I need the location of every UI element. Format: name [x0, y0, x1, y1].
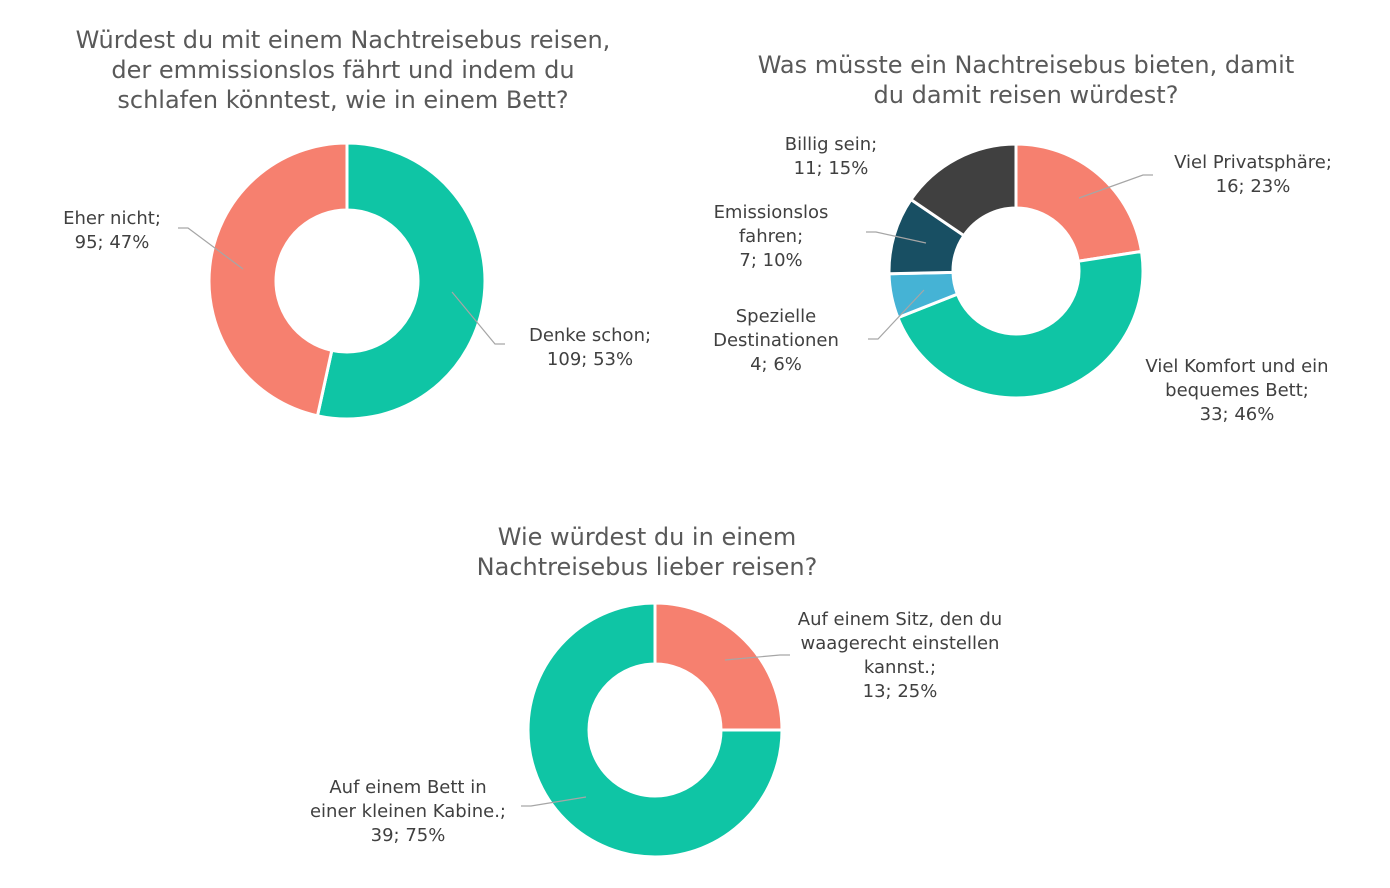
leader-line	[724, 654, 790, 661]
data-label-line: 16; 23%	[1216, 176, 1291, 197]
donut-slice-auf-einem-bett-in-einer-kleinen-kabine	[526, 601, 784, 859]
data-label-line: 109; 53%	[547, 349, 633, 370]
data-label-line: Auf einem Sitz, den du	[798, 609, 1002, 630]
chart-title: Würdest du mit einem Nachtreisebus reise…	[76, 26, 611, 114]
chart-title-line: Was müsste ein Nachtreisebus bieten, dam…	[758, 51, 1295, 79]
data-label-line: 33; 46%	[1200, 404, 1275, 425]
leader-line	[451, 291, 505, 345]
data-label: Auf einem Bett in einer kleinen Kabine.; 3…	[310, 777, 506, 846]
data-label-line: 4; 6%	[750, 354, 802, 375]
chart-title: Was müsste ein Nachtreisebus bieten, dam…	[758, 51, 1295, 109]
data-label-line: 13; 25%	[863, 681, 938, 702]
leader-line	[178, 227, 244, 270]
chart-title-line: du damit reisen würdest?	[874, 81, 1179, 109]
chart-title-line: schlafen könntest, wie in einem Bett?	[117, 86, 568, 114]
data-label-line: bequemes Bett;	[1165, 380, 1309, 401]
chart-title: Wie würdest du in einem Nachtreisebus lie…	[477, 523, 818, 581]
data-label-line: kannst.;	[864, 657, 936, 678]
chart-title-line: Nachtreisebus lieber reisen?	[477, 553, 818, 581]
leader-line	[1078, 174, 1153, 199]
leader-line	[866, 231, 927, 244]
data-label: Emissionslos fahren; 7; 10%	[714, 202, 829, 271]
donut-slice-viel-privatsphäre	[1014, 142, 1144, 263]
data-label-line: Billig sein;	[785, 134, 877, 155]
chart-nachtreisebus-reisen: Würdest du mit einem Nachtreisebus reise…	[63, 26, 651, 421]
donut-slice-eher-nicht	[207, 141, 349, 418]
data-label-line: Destinationen	[713, 330, 839, 351]
chart-title-line: Würdest du mit einem Nachtreisebus reise…	[76, 26, 611, 54]
donut-slice-auf-einem-sitz-den-du-waagerecht-einstellen-kannst	[653, 601, 784, 732]
leader-line	[521, 796, 587, 807]
data-label-line: Emissionslos	[714, 202, 829, 223]
leader-line	[868, 289, 925, 340]
data-label-line: Viel Privatsphäre;	[1174, 152, 1332, 173]
data-label-line: waagerecht einstellen	[801, 633, 1000, 654]
chart-wie-lieber-reisen: Wie würdest du in einem Nachtreisebus lie…	[310, 523, 1002, 859]
data-label-line: 7; 10%	[739, 250, 802, 271]
donut-slice-denke-schon	[315, 141, 487, 421]
chart-title-line: der emmissionslos fährt und indem du	[111, 56, 574, 84]
data-label-line: Auf einem Bett in	[329, 777, 486, 798]
chart-title-line: Wie würdest du in einem	[498, 523, 796, 551]
data-label-line: 11; 15%	[794, 158, 869, 179]
data-label-line: 39; 75%	[371, 825, 446, 846]
data-label-line: fahren;	[739, 226, 803, 247]
data-label-line: Eher nicht;	[63, 208, 161, 229]
data-label-line: Denke schon;	[529, 325, 651, 346]
data-label-line: einer kleinen Kabine.;	[310, 801, 506, 822]
chart-was-muesste-bieten: Was müsste ein Nachtreisebus bieten, dam…	[713, 51, 1332, 425]
data-label: Viel Komfort und ein bequemes Bett; 33; 46…	[1145, 356, 1328, 425]
data-label: Spezielle Destinationen 4; 6%	[713, 306, 839, 375]
data-label-line: Viel Komfort und ein	[1145, 356, 1328, 377]
data-label: Viel Privatsphäre; 16; 23%	[1174, 152, 1332, 197]
data-label-line: Spezielle	[736, 306, 817, 327]
data-label: Auf einem Sitz, den du waagerecht einstel…	[798, 609, 1002, 702]
data-label: Billig sein; 11; 15%	[785, 134, 877, 179]
data-label: Denke schon; 109; 53%	[529, 325, 651, 370]
data-label-line: 95; 47%	[75, 232, 150, 253]
data-label: Eher nicht; 95; 47%	[63, 208, 161, 253]
donut-slice-viel-komfort-und-ein-bequemes-bett	[895, 249, 1145, 400]
donut-slice-billig-sein	[908, 142, 1018, 238]
